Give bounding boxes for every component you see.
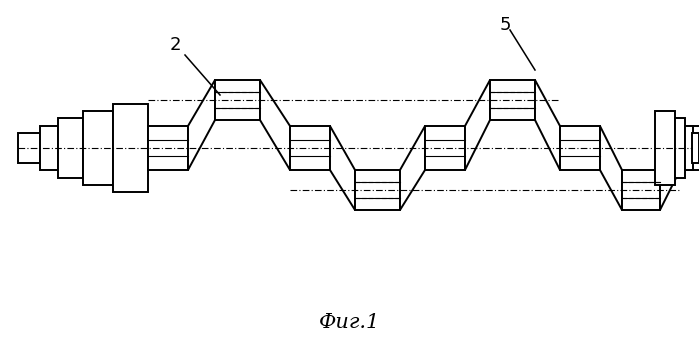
Text: 5: 5 <box>499 16 511 34</box>
Bar <box>675 118 685 178</box>
Polygon shape <box>465 80 490 170</box>
Bar <box>40 126 58 170</box>
Bar <box>113 104 148 192</box>
Bar <box>622 170 660 210</box>
Bar <box>685 126 693 170</box>
Bar <box>490 80 535 120</box>
Polygon shape <box>260 80 290 170</box>
Bar <box>290 126 330 170</box>
Polygon shape <box>535 80 560 170</box>
Bar <box>83 111 113 185</box>
Text: Фиг.1: Фиг.1 <box>319 314 380 332</box>
Bar <box>58 118 83 178</box>
Bar <box>655 111 675 185</box>
Bar <box>215 80 260 120</box>
Polygon shape <box>400 126 425 210</box>
Bar <box>18 133 40 163</box>
Bar <box>692 133 699 163</box>
Polygon shape <box>188 80 215 170</box>
Bar <box>680 126 699 170</box>
Bar <box>355 170 400 210</box>
Bar <box>148 126 188 170</box>
Bar <box>560 126 600 170</box>
Polygon shape <box>330 126 355 210</box>
Text: 2: 2 <box>169 36 181 54</box>
Bar <box>425 126 465 170</box>
Polygon shape <box>600 126 622 210</box>
Polygon shape <box>660 126 680 210</box>
